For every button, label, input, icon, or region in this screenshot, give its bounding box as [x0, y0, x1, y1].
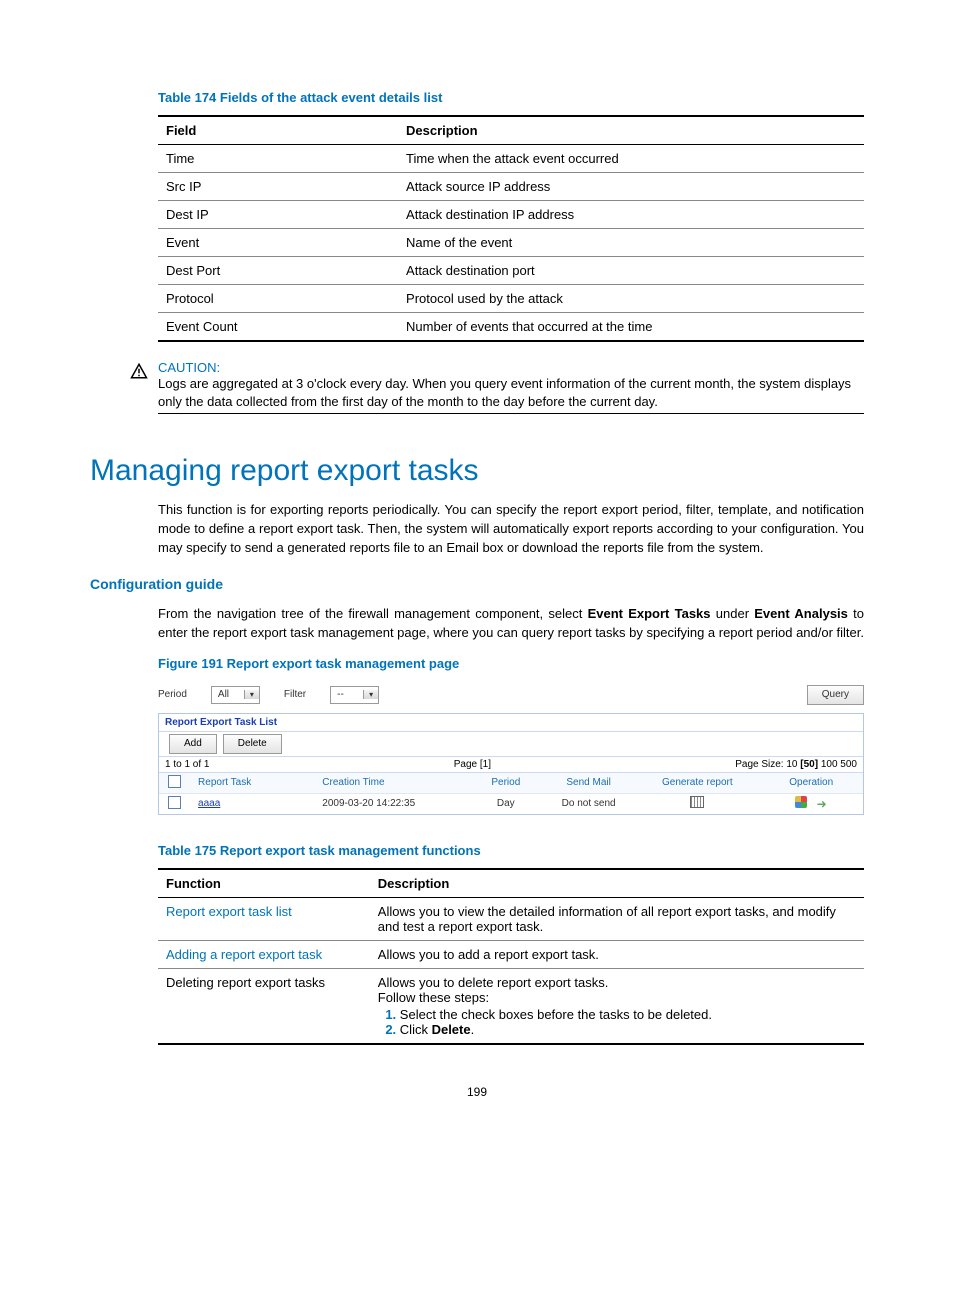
fig-filter-select[interactable]: -- ▾	[330, 686, 379, 704]
pager-range: 1 to 1 of 1	[165, 759, 209, 770]
r3-step2: Click Delete.	[400, 1022, 856, 1037]
table-cell: Attack destination port	[398, 257, 864, 285]
table-cell: Attack source IP address	[398, 173, 864, 201]
grid-header: Report Task	[190, 773, 314, 794]
table-cell: Event	[158, 229, 398, 257]
row-time: 2009-03-20 14:22:35	[314, 793, 469, 814]
config-para: From the navigation tree of the firewall…	[158, 605, 864, 643]
row-checkbox[interactable]	[168, 796, 181, 809]
table-cell: Event Count	[158, 313, 398, 342]
fig-filter-label: Filter	[284, 689, 306, 700]
r3-step2-post: .	[471, 1022, 475, 1037]
row-period: Day	[470, 793, 542, 814]
query-button[interactable]: Query	[807, 685, 864, 705]
table175-r1-desc: Allows you to view the detailed informat…	[370, 897, 864, 940]
grid-header	[159, 773, 190, 794]
caution-block: CAUTION: Logs are aggregated at 3 o'cloc…	[90, 360, 864, 414]
table-row: aaaa 2009-03-20 14:22:35 Day Do not send…	[159, 793, 863, 814]
row-mail: Do not send	[542, 793, 635, 814]
table175-r3-desc: Allows you to delete report export tasks…	[370, 968, 864, 1044]
figure-screenshot: Period All ▾ Filter -- ▾ Query Report Ex…	[158, 681, 864, 815]
pager-size-label: Page Size: 10	[735, 759, 800, 770]
config-b2: Event Analysis	[754, 606, 848, 621]
config-pre: From the navigation tree of the firewall…	[158, 606, 588, 621]
pager-size-rest[interactable]: 100 500	[818, 759, 857, 770]
grid-header: Creation Time	[314, 773, 469, 794]
caution-icon	[130, 362, 148, 380]
table-cell: Protocol	[158, 285, 398, 313]
table175-r3-func: Deleting report export tasks	[158, 968, 370, 1044]
table175-caption: Table 175 Report export task management …	[158, 843, 864, 858]
table175-h0: Function	[158, 869, 370, 898]
table174: Field Description TimeTime when the atta…	[158, 115, 864, 342]
chevron-down-icon: ▾	[363, 690, 378, 699]
generate-report-icon[interactable]	[690, 796, 704, 808]
grid-header: Period	[470, 773, 542, 794]
r3-step2-bold: Delete	[432, 1022, 471, 1037]
grid-header: Generate report	[635, 773, 759, 794]
table174-h1: Description	[398, 116, 864, 145]
section-title: Managing report export tasks	[90, 454, 864, 488]
grid-header: Operation	[759, 773, 863, 794]
pager-size-selected[interactable]: [50]	[800, 759, 818, 770]
caution-body: Logs are aggregated at 3 o'clock every d…	[158, 375, 864, 414]
page-number: 199	[90, 1085, 864, 1099]
link-adding-report-export-task[interactable]: Adding a report export task	[166, 947, 322, 962]
grid-header: Send Mail	[542, 773, 635, 794]
link-report-export-task-list[interactable]: Report export task list	[166, 904, 292, 919]
table-cell: Dest IP	[158, 201, 398, 229]
table175-h1: Description	[370, 869, 864, 898]
caution-label: CAUTION:	[158, 360, 864, 375]
table-cell: Dest Port	[158, 257, 398, 285]
select-all-checkbox[interactable]	[168, 775, 181, 788]
table-cell: Time when the attack event occurred	[398, 145, 864, 173]
table-cell: Protocol used by the attack	[398, 285, 864, 313]
r3-line1: Allows you to delete report export tasks…	[378, 975, 856, 990]
report-grid: Report TaskCreation TimePeriodSend MailG…	[159, 773, 863, 814]
table-cell: Attack destination IP address	[398, 201, 864, 229]
fig-period-value: All	[212, 689, 244, 700]
report-panel: Report Export Task List Add Delete 1 to …	[158, 713, 864, 815]
fig-period-select[interactable]: All ▾	[211, 686, 260, 704]
table174-caption: Table 174 Fields of the attack event det…	[158, 90, 864, 105]
table174-h0: Field	[158, 116, 398, 145]
fig-filter-value: --	[331, 689, 363, 700]
task-name-link[interactable]: aaaa	[198, 798, 220, 809]
config-heading: Configuration guide	[90, 576, 864, 592]
chevron-down-icon: ▾	[244, 690, 259, 699]
panel-title: Report Export Task List	[159, 714, 863, 732]
r3-line2: Follow these steps:	[378, 990, 856, 1005]
table175-r2-desc: Allows you to add a report export task.	[370, 940, 864, 968]
delete-button[interactable]: Delete	[223, 734, 282, 754]
table-cell: Number of events that occurred at the ti…	[398, 313, 864, 342]
add-button[interactable]: Add	[169, 734, 217, 754]
pager-size: Page Size: 10 [50] 100 500	[735, 759, 857, 770]
r3-step1: Select the check boxes before the tasks …	[400, 1007, 856, 1022]
fig-period-label: Period	[158, 689, 187, 700]
config-b1: Event Export Tasks	[588, 606, 711, 621]
run-icon[interactable]: ➜	[816, 799, 828, 809]
table-cell: Name of the event	[398, 229, 864, 257]
pager-page: Page [1]	[454, 759, 491, 770]
r3-step2-pre: Click	[400, 1022, 432, 1037]
modify-icon[interactable]	[795, 796, 807, 808]
table-cell: Src IP	[158, 173, 398, 201]
section-intro: This function is for exporting reports p…	[158, 501, 864, 558]
figure-caption: Figure 191 Report export task management…	[158, 656, 864, 671]
table175: Function Description Report export task …	[158, 868, 864, 1045]
config-mid: under	[711, 606, 755, 621]
table-cell: Time	[158, 145, 398, 173]
